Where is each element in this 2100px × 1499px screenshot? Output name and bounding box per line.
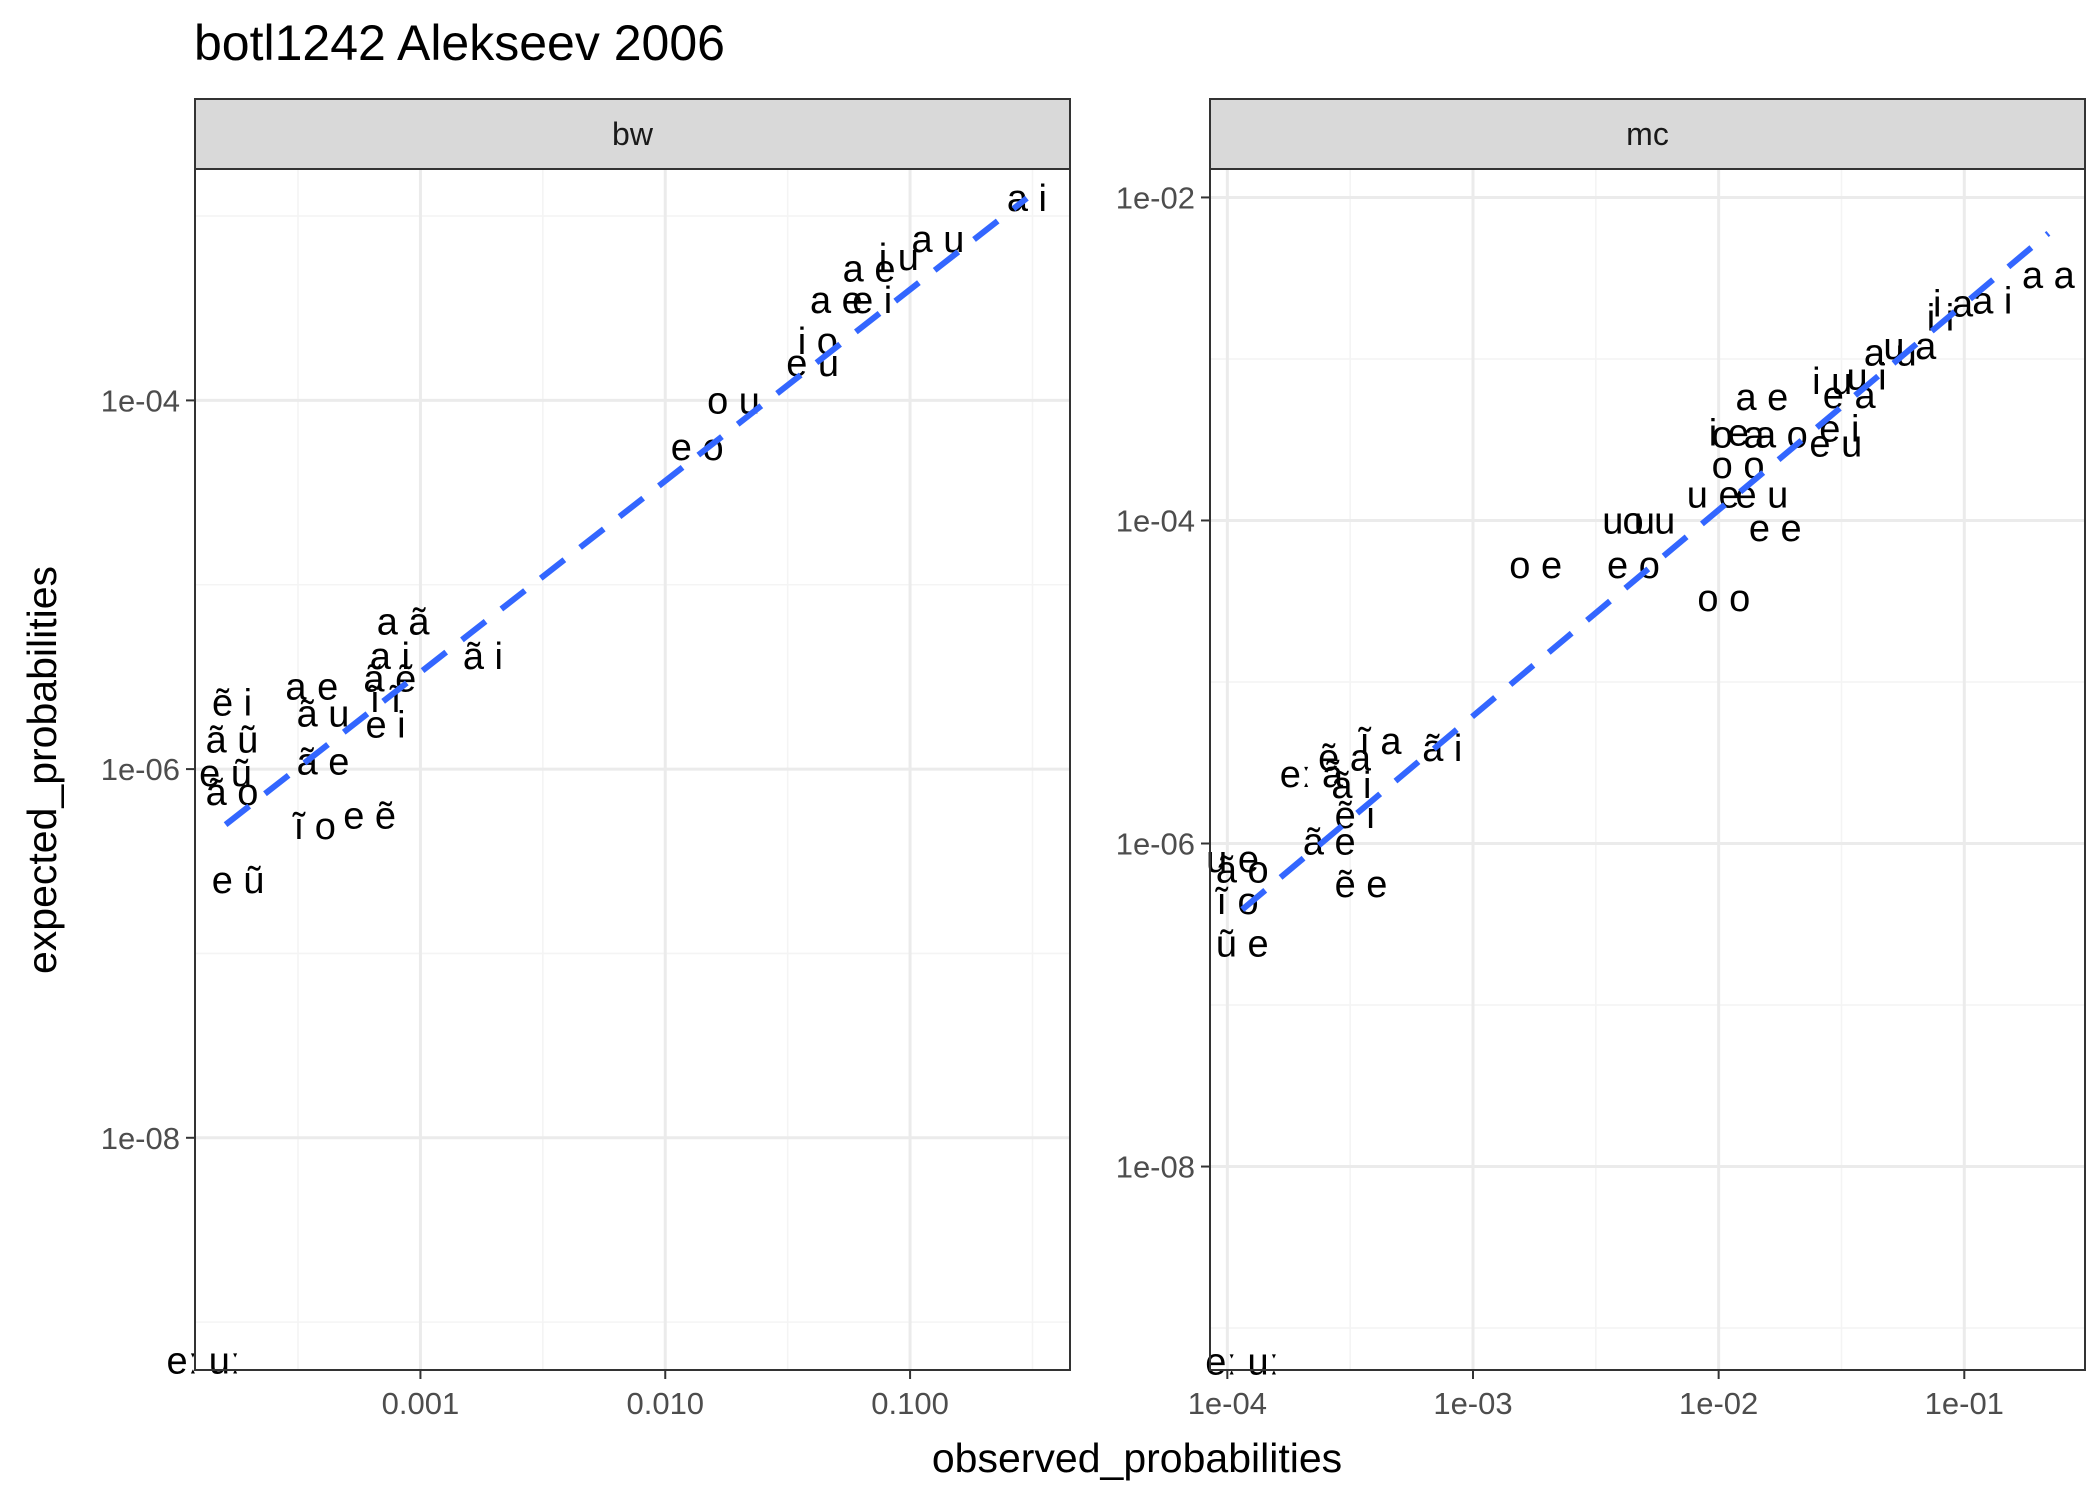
point-label: e ẽ [343,796,396,838]
point-label: e i [365,704,405,746]
point-label: ã o [1216,850,1269,892]
fit-line [223,195,1029,827]
point-label: a o [1755,415,1808,457]
point-label: e e [1749,508,1802,550]
x-axis-title: observed_probabilities [932,1435,1342,1481]
point-label: ũ e [1216,924,1269,966]
point-label: ã i [1331,765,1371,807]
point-label: e o [671,427,724,469]
facet-panel-mc: 1e-04 1e-03 1e-02 1e-01 1e-08 1e-06 1e-04 1e-02… [1116,98,2086,1421]
point-label: eː uː [1205,1342,1279,1384]
point-label: ã ũ [206,719,259,761]
y-tick-label: 1e-04 [101,383,180,418]
y-tick-label: 1e-06 [1116,827,1195,862]
x-tick-label: 1e-02 [1679,1386,1758,1421]
point-label: e ũ [199,753,252,795]
point-label: eː uː [167,1340,241,1382]
point-label: a ã [377,602,431,644]
point-label: ẽ e [1335,864,1388,906]
point-label: i e [1709,413,1749,455]
point-label: e u [1735,474,1788,516]
point-label: o u [1622,500,1675,542]
point-label: o o [1697,578,1750,620]
x-tick-label: 1e-01 [1925,1386,2004,1421]
facet-strip-label: mc [1626,116,1669,152]
point-label: ẽ i [212,682,252,724]
point-label: i a [1933,284,1974,326]
point-label: ã e [1303,821,1356,863]
panel-background [1210,169,2085,1370]
point-label: u i [1846,356,1886,398]
y-tick-label: 1e-04 [1116,503,1195,538]
point-label: e u [1809,423,1862,465]
point-label: a e [810,280,863,322]
point-label: e ũ [212,860,265,902]
point-label: i u [879,237,919,279]
x-tick-label: 0.100 [871,1386,949,1421]
point-label: ẽ a [1318,738,1372,780]
point-label: i o [798,321,838,363]
point-label: ĩ o [292,806,336,848]
point-label: ã i [1422,728,1462,770]
point-label: ĩ a [1357,721,1402,763]
point-label: eː ã [1280,754,1344,796]
facet-strip [1209,98,2086,170]
point-label: ã i [463,636,503,678]
point-label: a i [1972,281,2012,323]
point-label: o a [1712,415,1766,457]
point-label: e i [852,280,892,322]
point-label: a e [285,667,338,709]
point-label: u e [1206,839,1259,881]
point-label: i u [1812,361,1852,403]
y-axis-title: expected_probabilities [19,566,65,974]
point-label: o e [1509,545,1562,587]
fit-line [1240,230,2051,912]
point-label: a e [843,248,896,290]
y-tick-label: 1e-08 [101,1121,180,1156]
y-tick-label: 1e-06 [101,752,180,787]
point-label: a e [1735,377,1788,419]
x-tick-label: 0.010 [626,1386,704,1421]
point-label: u e [1687,474,1740,516]
chart-title: botl1242 Alekseev 2006 [194,15,725,71]
point-label: a a [2022,255,2076,297]
facet-strip [194,98,1071,170]
facet-strip-label: bw [612,116,654,152]
point-label: u u [1602,500,1655,542]
y-tick-label: 1e-08 [1116,1150,1195,1185]
x-tick-label: 1e-04 [1188,1386,1267,1421]
point-label: e i [1819,409,1859,451]
y-tick-label: 1e-02 [1116,180,1195,215]
point-label: ã u [297,694,350,736]
x-tick-label: 1e-03 [1433,1386,1512,1421]
point-label: a i [370,636,410,678]
x-tick-label: 0.001 [382,1386,460,1421]
